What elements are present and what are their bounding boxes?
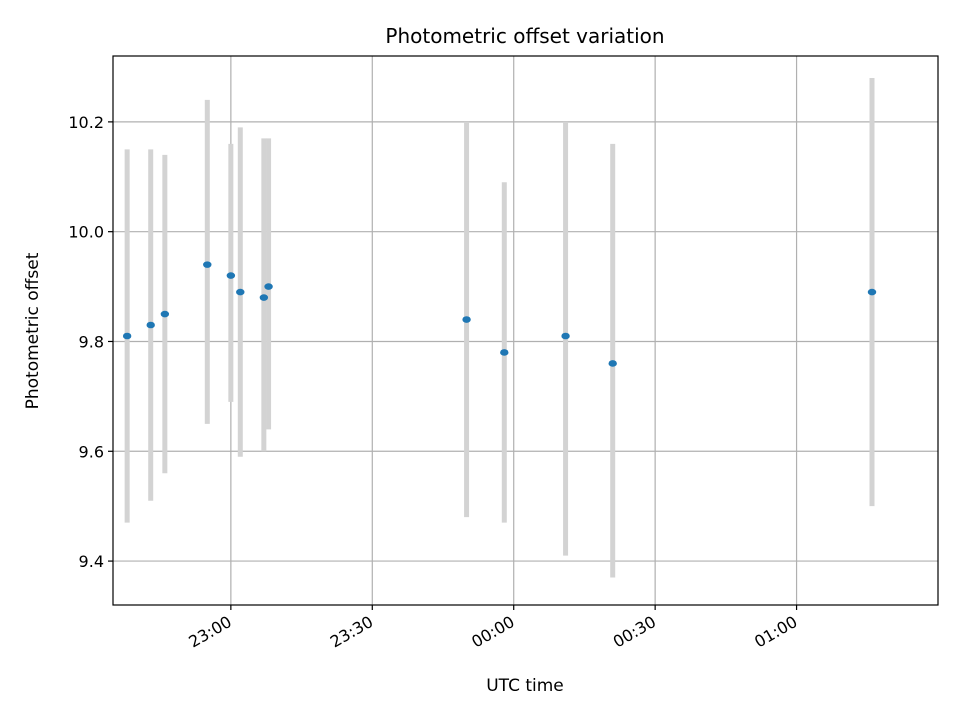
data-point (500, 349, 509, 356)
data-points (122, 261, 877, 367)
data-point (462, 316, 471, 323)
plot-frame (112, 55, 939, 606)
chart-title: Photometric offset variation (385, 24, 664, 48)
data-point (867, 288, 877, 296)
y-tick-label: 9.8 (79, 332, 104, 351)
y-tick-label: 9.4 (79, 552, 104, 571)
data-point (226, 272, 236, 279)
data-point (160, 310, 170, 318)
data-point (122, 332, 132, 340)
y-tick-label: 9.6 (79, 442, 104, 461)
y-axis: 9.4 9.6 9.8 10.0 10.2 (68, 113, 113, 571)
x-axis-label: UTC time (486, 676, 564, 696)
data-point (203, 261, 212, 268)
data-point (264, 283, 273, 290)
y-tick-label: 10.0 (68, 223, 104, 242)
grid (113, 56, 938, 605)
data-point (236, 288, 245, 296)
y-axis-label: Photometric offset (23, 252, 43, 409)
data-point (146, 321, 155, 329)
y-tick-label: 10.2 (68, 113, 104, 132)
data-point (259, 294, 269, 301)
data-point (608, 360, 617, 367)
data-point (561, 332, 570, 340)
